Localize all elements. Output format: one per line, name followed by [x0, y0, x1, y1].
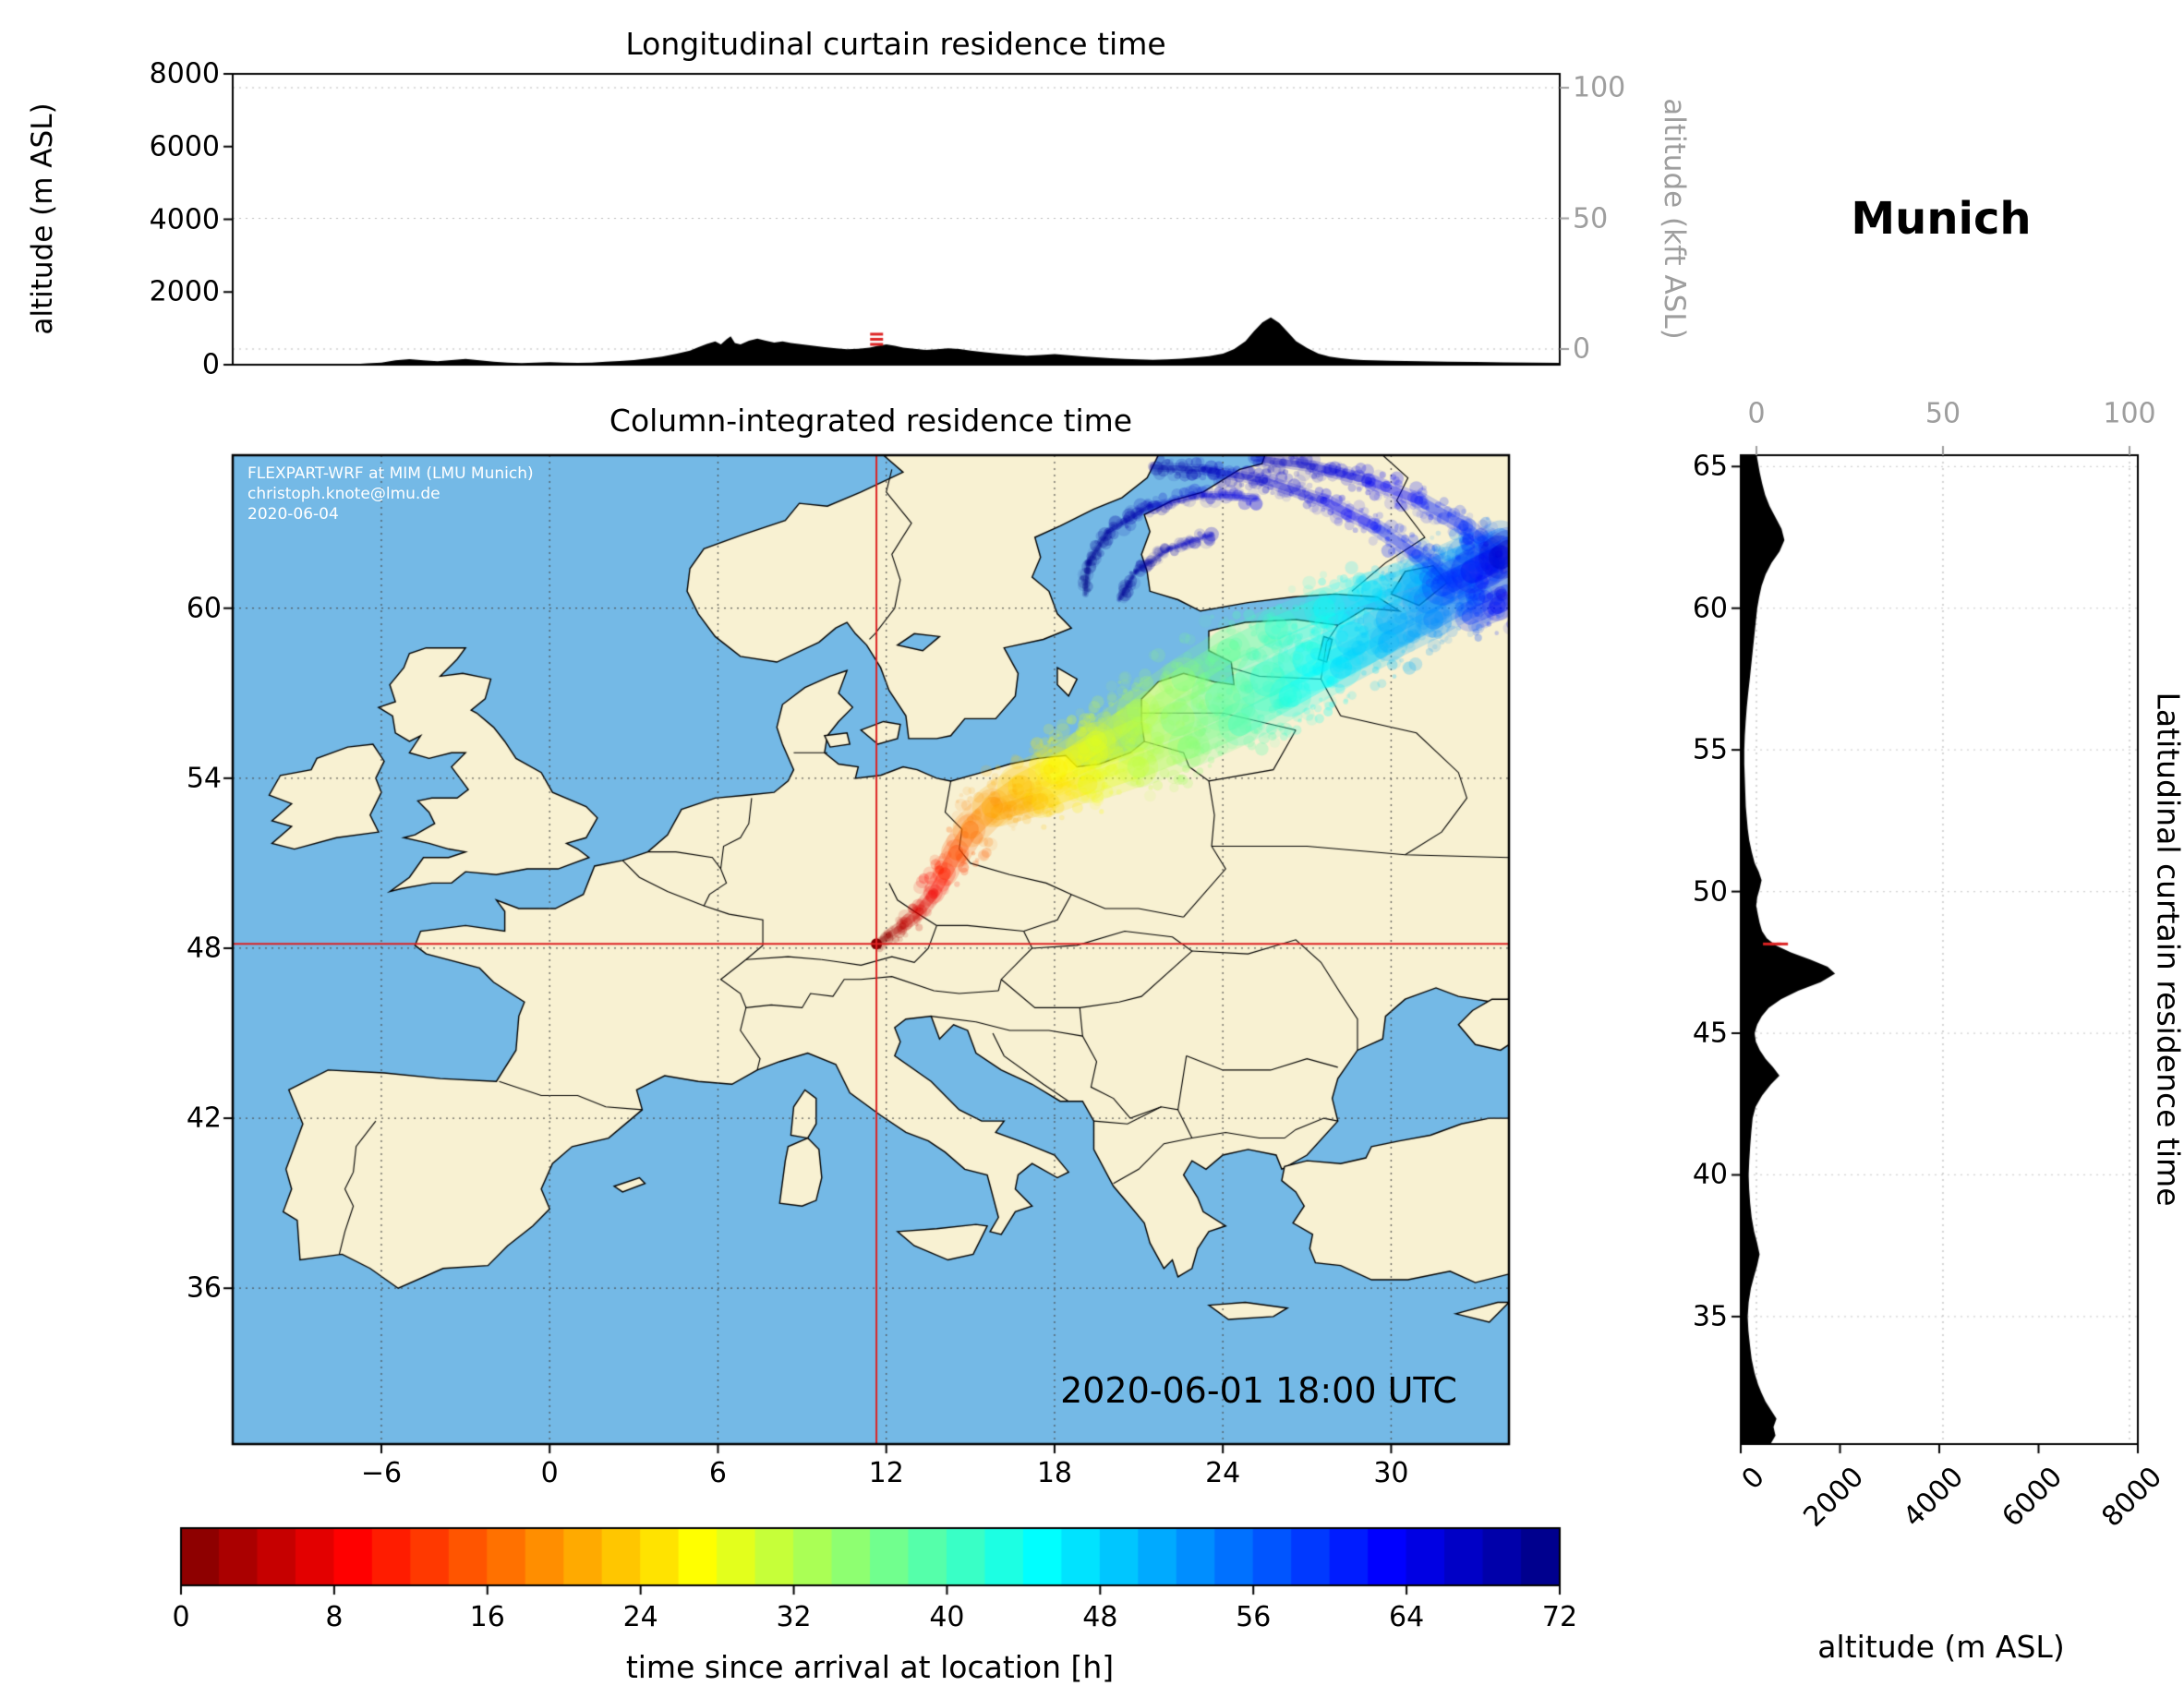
figure-canvas — [0, 0, 2184, 1698]
